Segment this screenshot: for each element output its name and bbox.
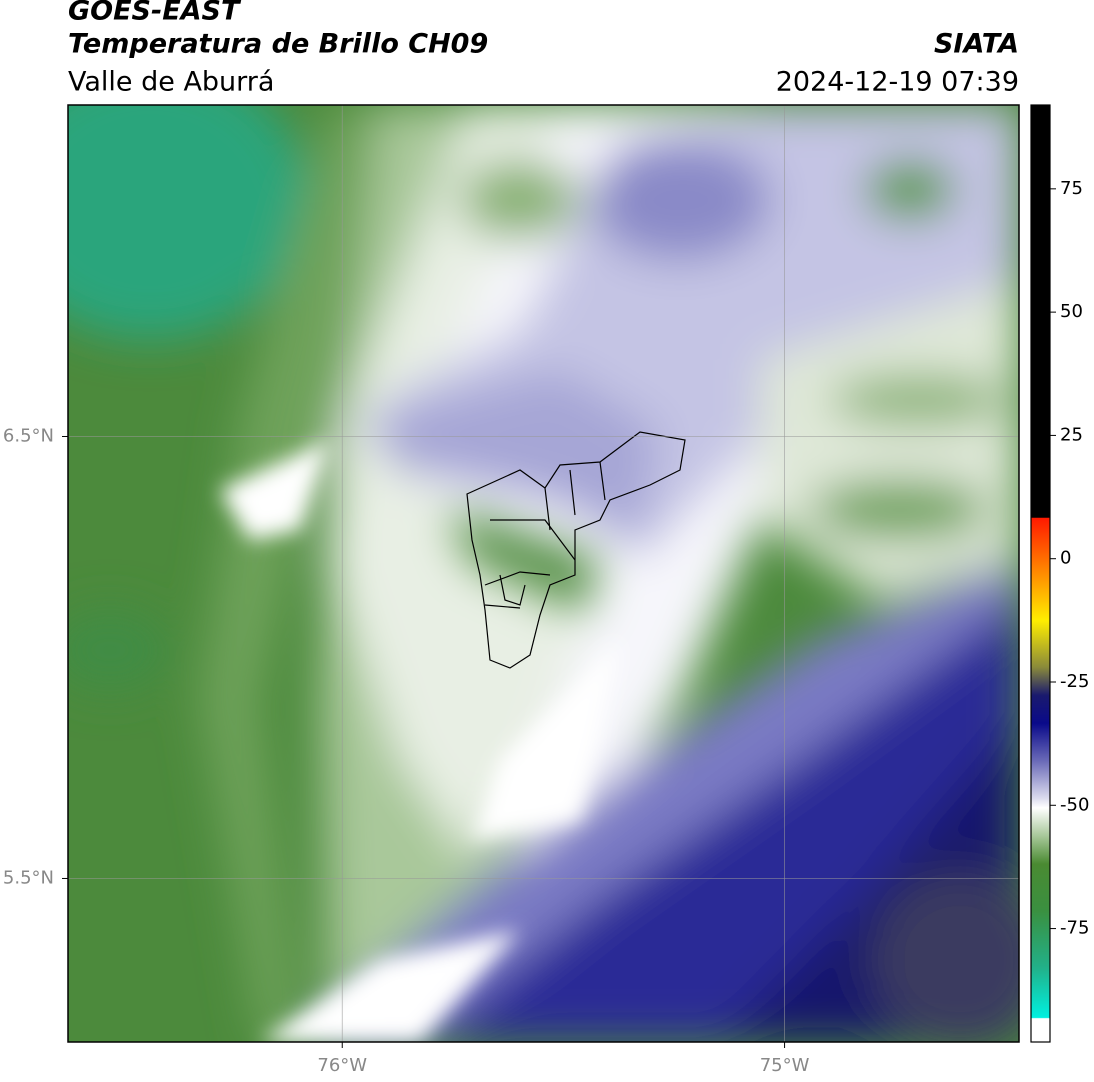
timestamp: 2024-12-19 07:39: [776, 67, 1019, 98]
colorbar-tick-label: -50: [1060, 794, 1089, 815]
x-tick-label: 76°W: [317, 1055, 367, 1076]
grid: [68, 105, 1019, 1042]
source: SIATA: [934, 29, 1019, 60]
colorbar-tick-label: 0: [1060, 548, 1071, 569]
colorbar-tick-label: 50: [1060, 301, 1083, 322]
y-tick-label: 6.5°N: [3, 425, 54, 446]
subtitle: Temperatura de Brillo CH09: [68, 29, 488, 60]
municipality-boundaries: [466, 431, 686, 669]
colorbar: [1030, 104, 1051, 1043]
colorbar-tick-label: 75: [1060, 178, 1083, 199]
colorbar-tick-label: -75: [1060, 918, 1089, 939]
region: Valle de Aburrá: [68, 67, 274, 98]
boundary-inner: [484, 461, 606, 609]
x-tick-label: 75°W: [760, 1055, 810, 1076]
y-tick-label: 5.5°N: [3, 867, 54, 888]
plot-frame: [67, 104, 1020, 1043]
colorbar-tick-label: 25: [1060, 424, 1083, 445]
title: GOES-EAST: [68, 0, 242, 27]
boundary-outer: [466, 431, 686, 669]
colorbar-tick-label: -25: [1060, 671, 1089, 692]
